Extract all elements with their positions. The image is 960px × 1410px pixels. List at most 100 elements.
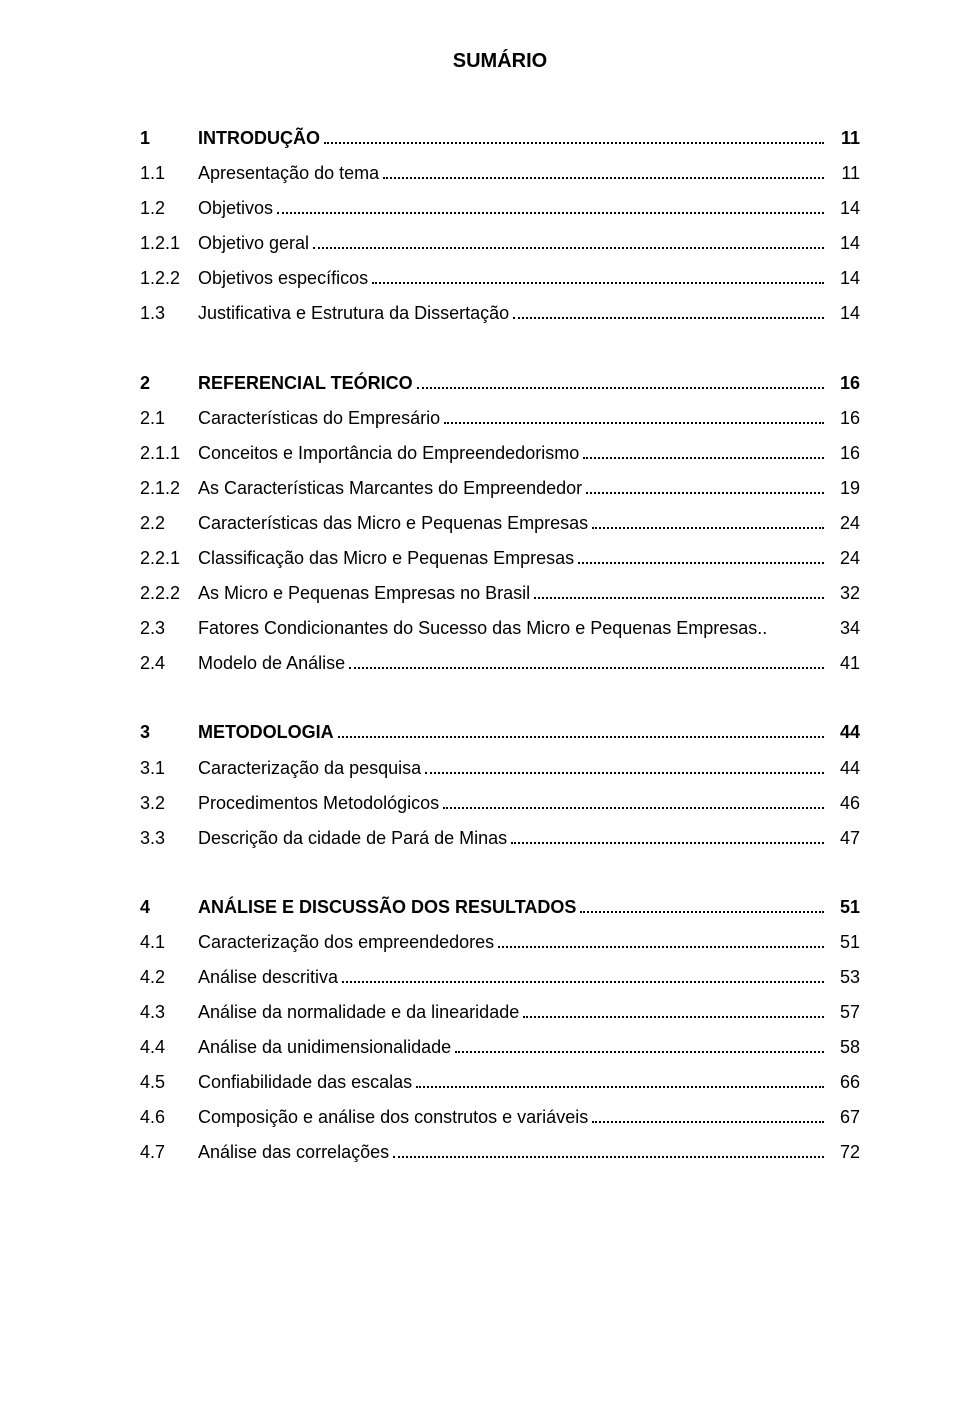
toc-row: 4.2Análise descritiva53 <box>140 960 860 995</box>
toc-leader <box>498 936 824 948</box>
toc-number: 1.2.2 <box>140 261 198 296</box>
toc-label: Objetivo geral <box>198 226 309 261</box>
toc-leader <box>324 132 824 144</box>
toc-label: Apresentação do tema <box>198 156 379 191</box>
toc-page: 16 <box>828 366 860 401</box>
toc-leader <box>443 797 824 809</box>
toc-leader <box>372 272 824 284</box>
toc-number: 3 <box>140 715 198 750</box>
section-gap <box>140 681 860 715</box>
toc-number: 1.2.1 <box>140 226 198 261</box>
toc-row: 4ANÁLISE E DISCUSSÃO DOS RESULTADOS51 <box>140 890 860 925</box>
toc-page: 34 <box>828 611 860 646</box>
toc-page: 46 <box>828 786 860 821</box>
toc-leader <box>578 552 824 564</box>
toc-label: Procedimentos Metodológicos <box>198 786 439 821</box>
toc-leader <box>277 202 824 214</box>
toc-page: 11 <box>828 121 860 156</box>
toc-row: 3.2Procedimentos Metodológicos 46 <box>140 786 860 821</box>
toc-page: 14 <box>828 261 860 296</box>
toc-row: 2.1.1Conceitos e Importância do Empreend… <box>140 436 860 471</box>
toc-number: 1 <box>140 121 198 156</box>
toc-leader <box>592 1111 824 1123</box>
toc-row: 4.3Análise da normalidade e da linearida… <box>140 995 860 1030</box>
toc-row: 4.4Análise da unidimensionalidade58 <box>140 1030 860 1065</box>
toc-page: 11 <box>828 156 860 191</box>
toc-row: 4.7Análise das correlações72 <box>140 1135 860 1170</box>
toc-number: 2.4 <box>140 646 198 681</box>
toc-leader <box>416 1076 824 1088</box>
section-gap <box>140 332 860 366</box>
toc-row: 1.2.2Objetivos específicos 14 <box>140 261 860 296</box>
toc-label: Justificativa e Estrutura da Dissertação <box>198 296 509 331</box>
toc-row: 2.4Modelo de Análise41 <box>140 646 860 681</box>
toc-row: 2.1.2As Características Marcantes do Emp… <box>140 471 860 506</box>
toc-page: 14 <box>828 191 860 226</box>
toc-number: 4.4 <box>140 1030 198 1065</box>
toc-number: 4 <box>140 890 198 925</box>
toc-leader <box>338 727 824 739</box>
toc-list: 1INTRODUÇÃO 11 1.1Apresentação do tema 11 1.… <box>140 121 860 1171</box>
toc-page: 44 <box>828 751 860 786</box>
toc-label: Objetivos <box>198 191 273 226</box>
toc-label: Classificação das Micro e Pequenas Empre… <box>198 541 574 576</box>
toc-number: 4.3 <box>140 995 198 1030</box>
toc-leader <box>342 971 824 983</box>
toc-leader <box>425 762 824 774</box>
toc-label: INTRODUÇÃO <box>198 121 320 156</box>
toc-number: 1.1 <box>140 156 198 191</box>
toc-leader <box>444 412 824 424</box>
page-title: SUMÁRIO <box>140 50 860 73</box>
toc-page: 14 <box>828 296 860 331</box>
toc-number: 1.2 <box>140 191 198 226</box>
toc-leader <box>583 447 824 459</box>
toc-label: Características das Micro e Pequenas Emp… <box>198 506 588 541</box>
toc-number: 4.7 <box>140 1135 198 1170</box>
toc-row: 4.6Composição e análise dos construtos e… <box>140 1100 860 1135</box>
toc-page: 47 <box>828 821 860 856</box>
toc-leader <box>417 377 824 389</box>
toc-leader <box>586 482 824 494</box>
toc-page: 57 <box>828 995 860 1030</box>
toc-page: 19 <box>828 471 860 506</box>
toc-row: 4.5Confiabilidade das escalas66 <box>140 1065 860 1100</box>
toc-number: 2.2.1 <box>140 541 198 576</box>
toc-label: Caracterização dos empreendedores <box>198 925 494 960</box>
toc-number: 3.1 <box>140 751 198 786</box>
toc-label: METODOLOGIA <box>198 715 334 750</box>
toc-label: ANÁLISE E DISCUSSÃO DOS RESULTADOS <box>198 890 576 925</box>
toc-label: Características do Empresário <box>198 401 440 436</box>
toc-row: 2.2Características das Micro e Pequenas … <box>140 506 860 541</box>
toc-label: Conceitos e Importância do Empreendedori… <box>198 436 579 471</box>
toc-number: 2.1.2 <box>140 471 198 506</box>
toc-label: Análise da unidimensionalidade <box>198 1030 451 1065</box>
toc-row: 3.1Caracterização da pesquisa 44 <box>140 751 860 786</box>
toc-number: 3.2 <box>140 786 198 821</box>
section-gap <box>140 856 860 890</box>
toc-number: 4.6 <box>140 1100 198 1135</box>
toc-number: 3.3 <box>140 821 198 856</box>
toc-row: 3.3Descrição da cidade de Pará de Minas4… <box>140 821 860 856</box>
toc-number: 4.5 <box>140 1065 198 1100</box>
toc-number: 2.2 <box>140 506 198 541</box>
toc-leader <box>523 1006 824 1018</box>
toc-number: 2.3 <box>140 611 198 646</box>
toc-leader <box>511 832 824 844</box>
toc-page: 72 <box>828 1135 860 1170</box>
toc-leader <box>383 167 824 179</box>
page: SUMÁRIO 1INTRODUÇÃO 11 1.1Apresentação do … <box>0 0 960 1221</box>
toc-leader <box>580 901 824 913</box>
toc-number: 4.2 <box>140 960 198 995</box>
toc-label: Caracterização da pesquisa <box>198 751 421 786</box>
toc-label: Objetivos específicos <box>198 261 368 296</box>
toc-leader <box>393 1147 824 1159</box>
toc-row: 1.3Justificativa e Estrutura da Disserta… <box>140 296 860 331</box>
toc-leader <box>455 1041 824 1053</box>
toc-page: 51 <box>828 925 860 960</box>
toc-label: As Características Marcantes do Empreend… <box>198 471 582 506</box>
toc-label: Modelo de Análise <box>198 646 345 681</box>
toc-page: 16 <box>828 401 860 436</box>
toc-number: 2 <box>140 366 198 401</box>
toc-number: 2.2.2 <box>140 576 198 611</box>
toc-row: 1INTRODUÇÃO 11 <box>140 121 860 156</box>
